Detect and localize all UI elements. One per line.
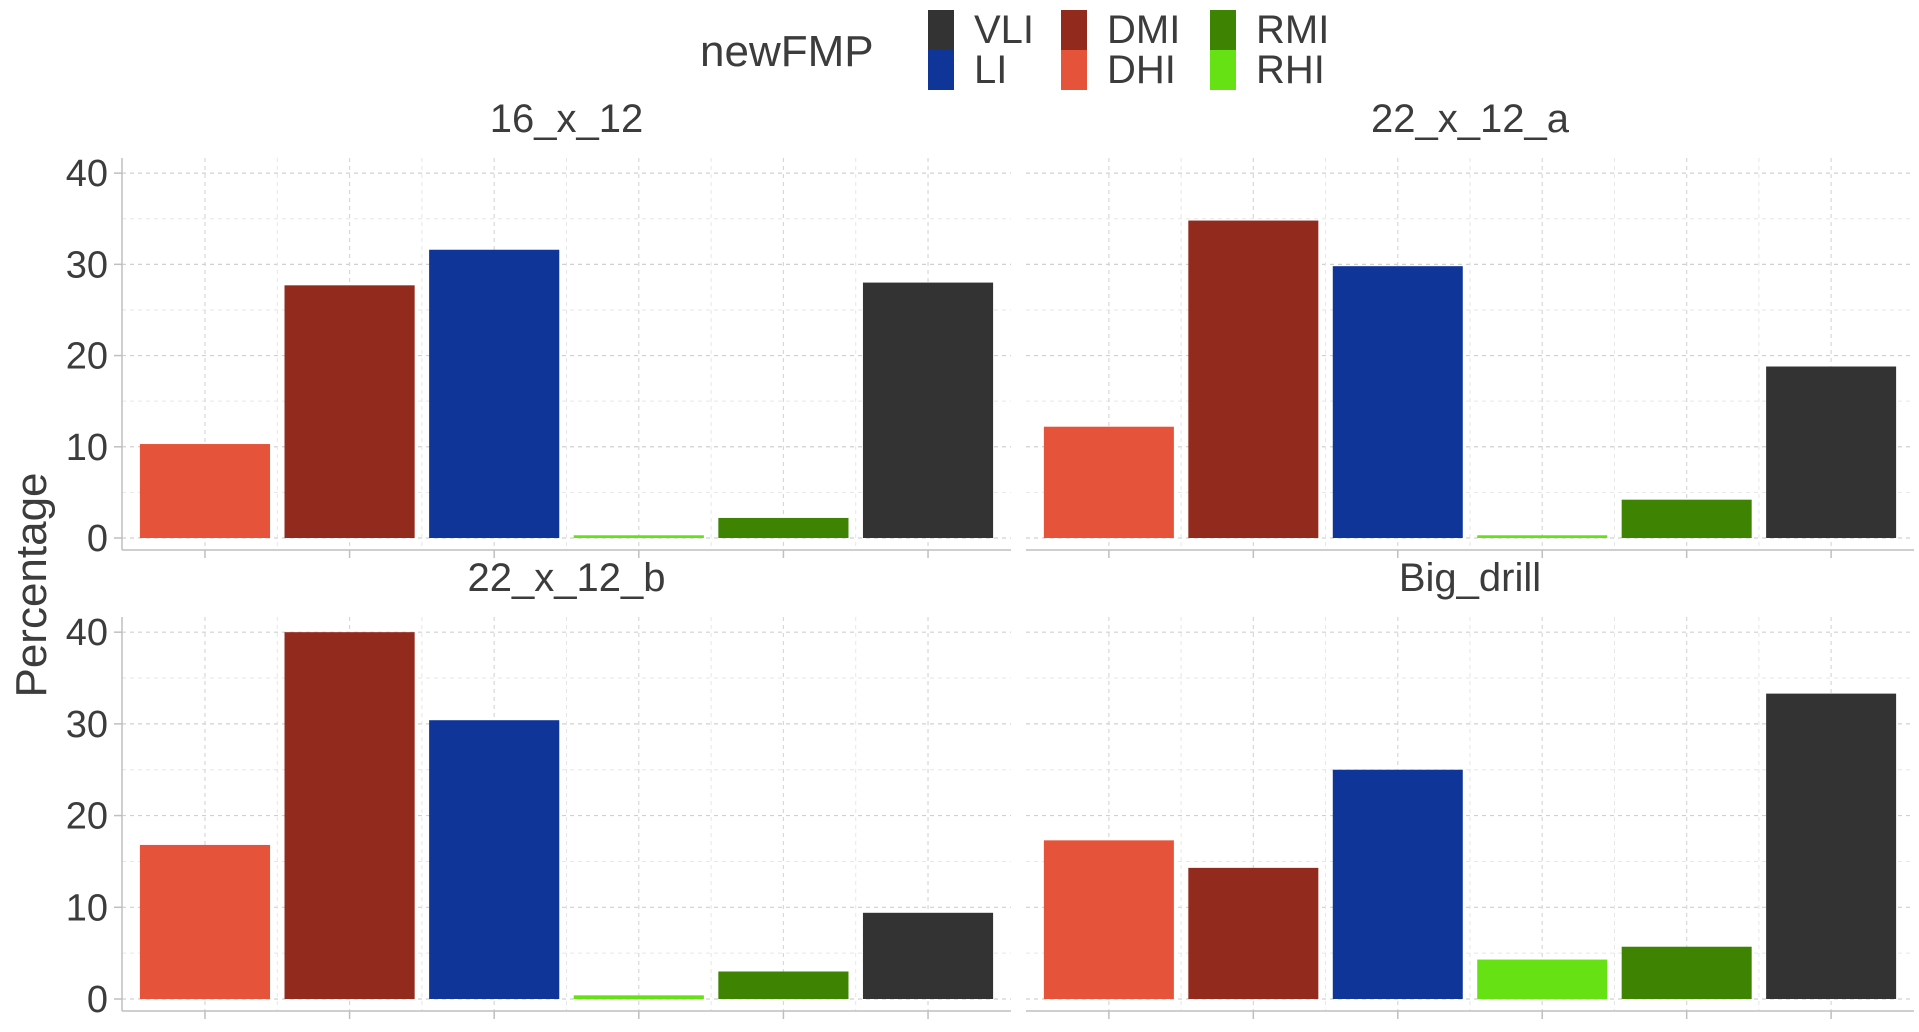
bar-dmi [1188,220,1319,538]
bar-rhi [573,995,704,999]
bar-rmi [1621,946,1752,999]
legend-label-rhi: RHI [1256,48,1325,92]
y-tick-label: 30 [66,244,108,286]
bar-dmi [284,632,415,999]
y-axis-label: Percentage [7,472,56,697]
y-tick-label: 40 [66,153,108,195]
legend-key-rmi [1210,10,1236,50]
bar-dhi [1043,426,1174,538]
legend-label-rmi: RMI [1256,8,1329,52]
legend-label-dhi: DHI [1107,48,1176,92]
bar-vli [862,282,994,538]
bar-dhi [139,444,271,538]
bar-rhi [1477,535,1608,538]
bar-rmi [1621,499,1752,538]
bar-vli [1766,693,1897,999]
panel-1: 16_x_12 0 10 20 30 40 [66,97,1011,560]
bar-rhi [1477,959,1608,999]
legend-key-vli [928,10,954,50]
bar-dhi [1043,840,1174,999]
bar-dhi [139,844,271,999]
bar-li [1332,769,1463,999]
panel-title: Big_drill [1399,556,1541,600]
y-tick-label: 0 [87,979,108,1021]
panel-title: 16_x_12 [490,97,643,141]
y-tick-label: 0 [87,518,108,560]
bar-vli [1766,366,1897,538]
panel-2: 22_x_12_a [1026,97,1914,558]
y-tick-label: 10 [66,887,108,929]
legend-label-li: LI [974,48,1007,92]
legend-label-vli: VLI [974,8,1034,52]
y-tick-label: 40 [66,612,108,654]
y-tick-label: 10 [66,427,108,469]
bar-rhi [573,535,704,538]
bar-li [429,720,560,999]
legend-title: newFMP [700,27,874,76]
panel-4: Big_drill [1026,556,1914,1019]
panels: 16_x_12 0 10 20 30 40 22_x_12_a 22_x_12_b 0 10 20 3… [66,97,1914,1021]
bar-rmi [718,971,849,999]
bar-vli [862,912,994,999]
legend-label-dmi: DMI [1107,8,1180,52]
panel-title: 22_x_12_b [468,556,666,600]
y-tick-label: 30 [66,704,108,746]
legend-key-dmi [1061,10,1087,50]
panel-3: 22_x_12_b 0 10 20 30 40 [66,556,1011,1021]
y-tick-label: 20 [66,796,108,838]
bar-dmi [284,285,415,538]
bar-li [429,249,560,538]
legend-key-rhi [1210,50,1236,90]
bar-rmi [718,517,849,538]
bar-dmi [1188,867,1319,999]
legend-key-li [928,50,954,90]
y-tick-label: 20 [66,336,108,378]
legend-key-dhi [1061,50,1087,90]
panel-title: 22_x_12_a [1371,97,1570,141]
bar-li [1332,266,1463,538]
